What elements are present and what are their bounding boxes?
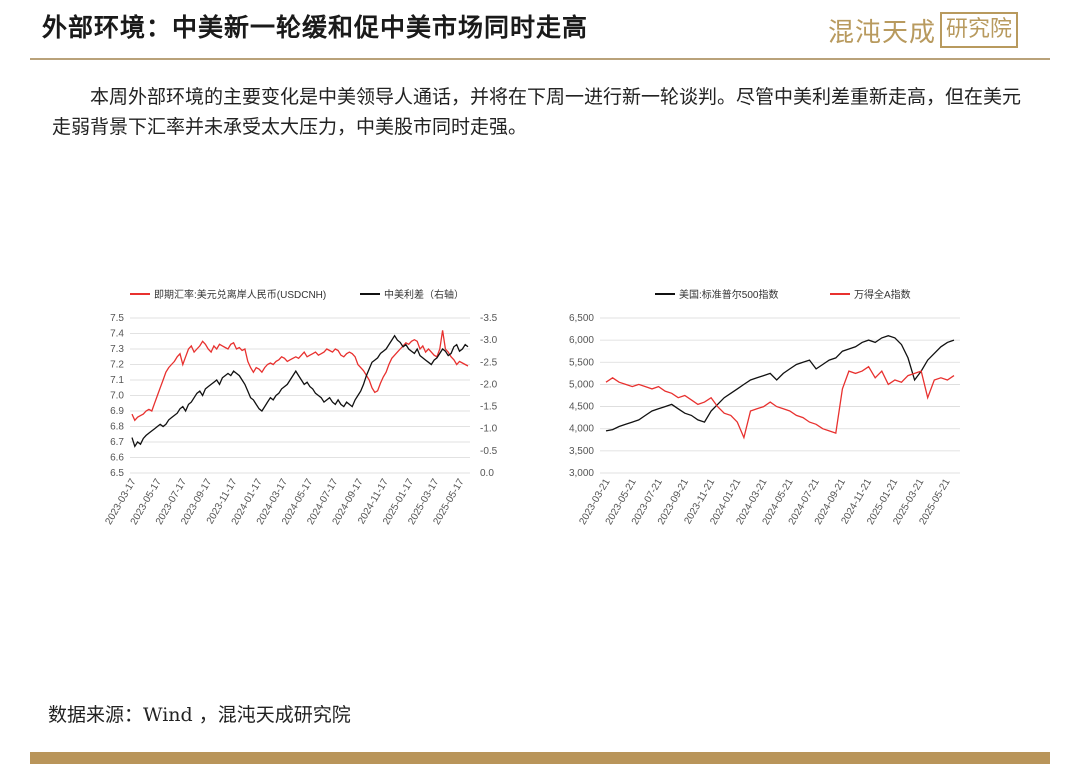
equity-index-chart: 3,000 3,500 4,000 4,500 5,000 5,500 6,000 6,500… [560,280,980,540]
y-right-tick-label: -2.5 [480,357,498,368]
sp500-series-line [605,335,955,432]
y-right-tick-label: -3.5 [480,313,498,324]
y-left-tick-label: 6.9 [110,406,124,417]
brand-logo: 混沌天成 研究院 [828,10,1028,50]
y-tick-label: 4,000 [569,424,594,435]
intro-paragraph: 本周外部环境的主要变化是中美领导人通话，并将在下周一进行新一轮谈判。尽管中美利差… [52,86,1022,138]
fx-spread-chart-svg: 6.5 6.6 6.7 6.8 6.9 7.0 7.1 7.2 7.3 7.4 7.5 0.0 -0.5… [103,288,498,527]
y-tick-label: 5,000 [569,379,594,390]
y-tick-label: 3,500 [569,446,594,457]
y-tick-label: 3,000 [569,468,594,479]
y-left-tick-label: 6.7 [110,437,124,448]
y-tick-label: 5,500 [569,357,594,368]
data-source-note: 数据来源：Wind ，混沌天成研究院 [48,704,351,726]
fx-spread-chart: 6.5 6.6 6.7 6.8 6.9 7.0 7.1 7.2 7.3 7.4 7.5 0.0 -0.5… [95,280,515,540]
top-divider [30,58,1050,60]
bottom-bar [30,752,1050,764]
y-right-tick-label: -2.0 [480,379,498,390]
y-left-tick-label: 6.8 [110,422,124,433]
page-title: 外部环境：中美新一轮缓和促中美市场同时走高 [42,13,589,42]
y-right-tick-label: 0.0 [480,468,494,479]
y-left-tick-label: 7.4 [110,329,124,340]
legend-label: 万得全A指数 [854,288,911,301]
spread-series-line [131,334,469,448]
y-tick-label: 6,000 [569,335,594,346]
legend-label: 即期汇率:美元兑离岸人民币(USDCNH) [154,288,326,301]
y-right-tick-label: -1.0 [480,424,498,435]
y-left-tick-label: 6.6 [110,453,124,464]
equity-index-chart-svg: 3,000 3,500 4,000 4,500 5,000 5,500 6,000 6,500… [569,288,960,527]
y-left-tick-label: 6.5 [110,468,124,479]
wind-all-a-series-line [605,365,955,440]
y-tick-label: 6,500 [569,313,594,324]
legend-label: 中美利差（右轴） [384,288,464,301]
y-left-tick-label: 7.2 [110,360,124,371]
y-left-tick-label: 7.1 [110,375,124,386]
y-left-tick-label: 7.5 [110,313,124,324]
y-right-tick-label: -3.0 [480,335,498,346]
logo-box: 研究院 [940,12,1019,48]
y-left-tick-label: 7.3 [110,344,124,355]
logo-text: 混沌天成 [828,17,937,48]
y-left-tick-label: 7.0 [110,391,124,402]
y-right-tick-label: -1.5 [480,402,498,413]
usdcnh-series-line [131,330,469,422]
legend-label: 美国:标准普尔500指数 [679,288,778,301]
y-tick-label: 4,500 [569,402,594,413]
y-right-tick-label: -0.5 [480,446,498,457]
